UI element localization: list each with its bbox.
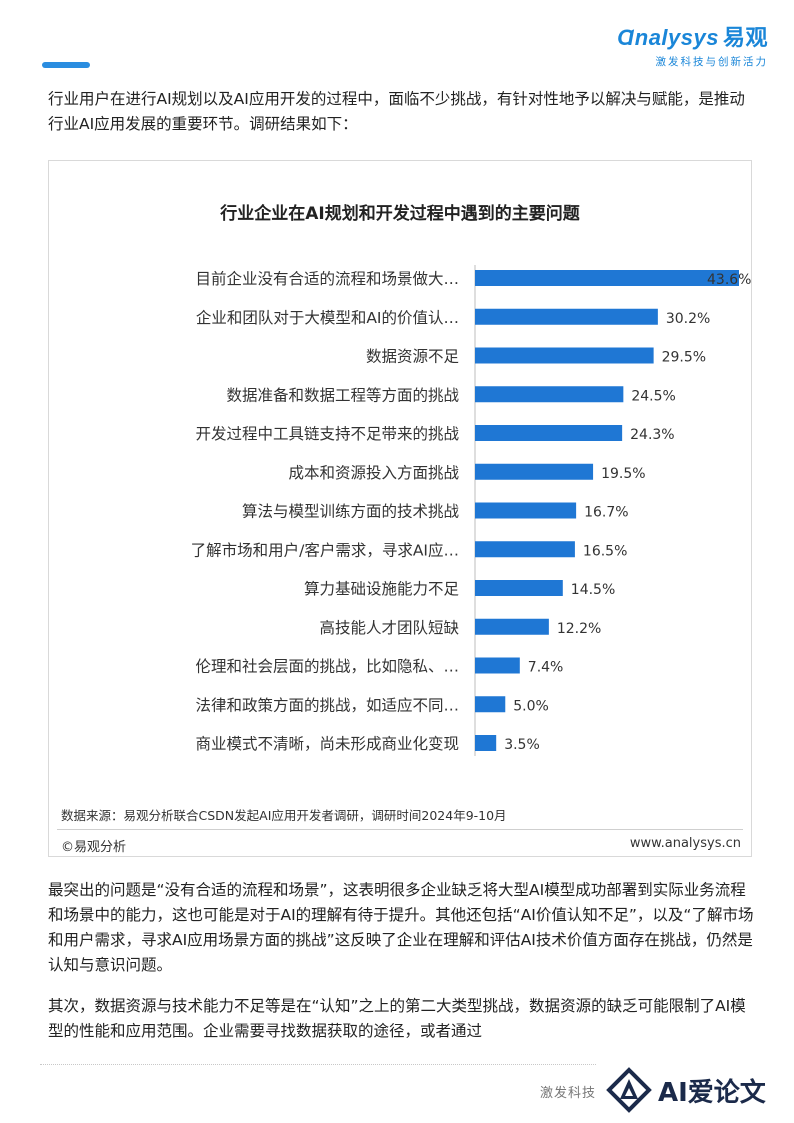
chart-footer-divider bbox=[57, 829, 743, 830]
category-label: 开发过程中工具链支持不足带来的挑战 bbox=[195, 425, 459, 443]
logo-text: nalysys bbox=[634, 25, 719, 50]
value-label: 5.0% bbox=[513, 698, 549, 714]
watermark-logo: AI爱论文 bbox=[606, 1064, 786, 1116]
value-label: 3.5% bbox=[504, 737, 540, 753]
bar bbox=[475, 541, 575, 558]
bar bbox=[475, 502, 577, 519]
analysys-logo: Ɑnalysys 易观 激发科技与创新活力 bbox=[617, 20, 768, 69]
bar bbox=[475, 347, 654, 364]
value-label: 29.5% bbox=[662, 350, 706, 366]
category-label: 数据准备和数据工程等方面的挑战 bbox=[226, 386, 459, 404]
watermark-text: AI爱论文 bbox=[658, 1077, 766, 1108]
value-label: 30.2% bbox=[666, 311, 710, 327]
bar bbox=[475, 463, 594, 480]
bar bbox=[475, 618, 549, 635]
category-label: 伦理和社会层面的挑战，比如隐私、… bbox=[195, 658, 459, 676]
intro-paragraph: 行业用户在进行AI规划以及AI应用开发的过程中，面临不少挑战，有针对性地予以解决… bbox=[48, 90, 745, 133]
value-label: 24.5% bbox=[631, 388, 675, 404]
logo-cn: 易观 bbox=[722, 25, 768, 50]
bar bbox=[475, 657, 520, 674]
category-label: 成本和资源投入方面挑战 bbox=[288, 464, 459, 482]
category-label: 高技能人才团队短缺 bbox=[319, 619, 459, 637]
logo-a-icon: Ɑ bbox=[617, 25, 635, 50]
footer-text: 激发科技 bbox=[540, 1086, 597, 1101]
bar bbox=[475, 696, 506, 713]
category-label: 企业和团队对于大模型和AI的价值认… bbox=[196, 309, 459, 327]
value-label: 24.3% bbox=[630, 427, 674, 443]
bar bbox=[475, 580, 563, 596]
value-label: 19.5% bbox=[601, 466, 645, 482]
logo-tagline: 激发科技与创新活力 bbox=[655, 56, 768, 68]
category-label: 数据资源不足 bbox=[366, 348, 459, 366]
bar bbox=[475, 386, 624, 403]
category-label: 了解市场和用户/客户需求，寻求AI应… bbox=[191, 540, 459, 559]
chart-panel: 行业企业在AI规划和开发过程中遇到的主要问题 目前企业没有合适的流程和场景做大…… bbox=[48, 160, 752, 857]
chart-website: www.analysys.cn bbox=[629, 836, 741, 851]
value-label: 14.5% bbox=[571, 582, 615, 598]
category-label: 目前企业没有合适的流程和场景做大… bbox=[195, 270, 459, 288]
category-label: 商业模式不清晰，尚未形成商业化变现 bbox=[195, 735, 459, 753]
value-label: 12.2% bbox=[557, 621, 601, 637]
bar-chart: 目前企业没有合适的流程和场景做大… 43.6% 企业和团队对于大模型和AI的价值认…… bbox=[191, 265, 751, 756]
body-paragraph-1: 最突出的问题是“没有合适的流程和场景”，这表明很多企业缺乏将大型AI模型成功部署… bbox=[48, 881, 754, 974]
logo-wordmark: Ɑnalysys 易观 bbox=[617, 20, 768, 52]
header-accent-bar bbox=[42, 62, 90, 68]
watermark-a-icon bbox=[606, 1067, 652, 1113]
bar bbox=[475, 308, 658, 325]
footer-divider bbox=[40, 1064, 596, 1065]
value-label: 16.5% bbox=[583, 543, 627, 559]
category-label: 法律和政策方面的挑战，如适应不同… bbox=[195, 695, 459, 714]
bar bbox=[475, 270, 739, 286]
body-paragraph-2: 其次，数据资源与技术能力不足等是在“认知”之上的第二大类型挑战，数据资源的缺乏可… bbox=[48, 997, 746, 1040]
bar bbox=[475, 735, 497, 751]
chart-title: 行业企业在AI规划和开发过程中遇到的主要问题 bbox=[220, 204, 580, 224]
category-label: 算力基础设施能力不足 bbox=[304, 579, 459, 598]
value-label: 7.4% bbox=[528, 660, 564, 676]
chart-copyright: ©易观分析 bbox=[61, 840, 127, 855]
category-label: 算法与模型训练方面的技术挑战 bbox=[242, 502, 460, 521]
chart-source: 数据来源：易观分析联合CSDN发起AI应用开发者调研，调研时间2024年9-10… bbox=[61, 808, 507, 823]
bar bbox=[475, 425, 623, 441]
value-label: 16.7% bbox=[584, 505, 628, 521]
value-label: 43.6% bbox=[707, 272, 751, 288]
